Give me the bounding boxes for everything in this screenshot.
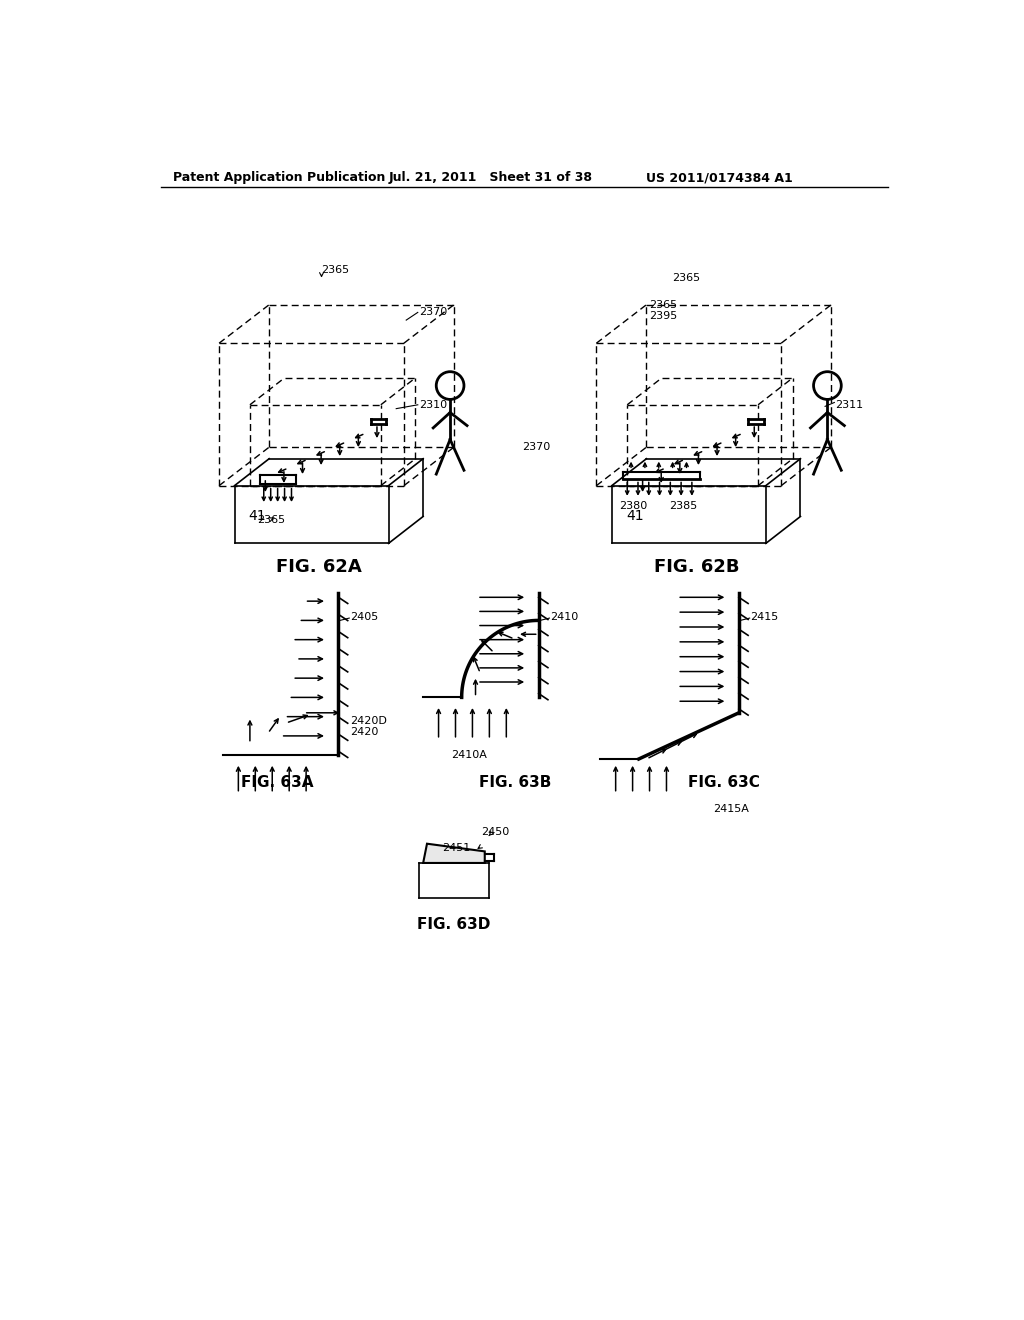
Text: FIG. 63A: FIG. 63A xyxy=(241,775,313,789)
Text: 2415: 2415 xyxy=(751,611,778,622)
Text: 2365: 2365 xyxy=(322,265,349,275)
Text: 2420: 2420 xyxy=(350,727,379,737)
Text: 2420D: 2420D xyxy=(350,715,387,726)
Text: US 2011/0174384 A1: US 2011/0174384 A1 xyxy=(646,172,794,185)
Text: 2395: 2395 xyxy=(649,312,677,321)
Polygon shape xyxy=(423,843,484,863)
Text: FIG. 62A: FIG. 62A xyxy=(276,557,362,576)
Text: Jul. 21, 2011   Sheet 31 of 38: Jul. 21, 2011 Sheet 31 of 38 xyxy=(388,172,593,185)
Text: FIG. 62B: FIG. 62B xyxy=(653,557,739,576)
Text: 2410A: 2410A xyxy=(452,750,487,760)
Text: 41: 41 xyxy=(249,510,266,524)
Text: 2365: 2365 xyxy=(672,273,700,282)
Text: 2365: 2365 xyxy=(258,515,286,525)
Text: 2310: 2310 xyxy=(419,400,447,409)
Text: 41: 41 xyxy=(626,510,644,524)
Text: 2380: 2380 xyxy=(620,502,648,511)
Text: 2415A: 2415A xyxy=(714,804,750,814)
Text: 2365: 2365 xyxy=(649,300,677,310)
Text: 2311: 2311 xyxy=(836,400,863,409)
Text: 2451: 2451 xyxy=(442,842,471,853)
Text: FIG. 63C: FIG. 63C xyxy=(687,775,760,789)
Text: Patent Application Publication: Patent Application Publication xyxy=(173,172,385,185)
Text: FIG. 63D: FIG. 63D xyxy=(417,917,490,932)
Text: 2405: 2405 xyxy=(350,611,378,622)
Text: 2370: 2370 xyxy=(522,442,550,453)
Text: 2450: 2450 xyxy=(481,828,509,837)
Text: FIG. 63B: FIG. 63B xyxy=(479,775,552,789)
Text: 2385: 2385 xyxy=(670,502,697,511)
Text: 2410: 2410 xyxy=(550,611,579,622)
Text: 2370: 2370 xyxy=(419,308,447,317)
